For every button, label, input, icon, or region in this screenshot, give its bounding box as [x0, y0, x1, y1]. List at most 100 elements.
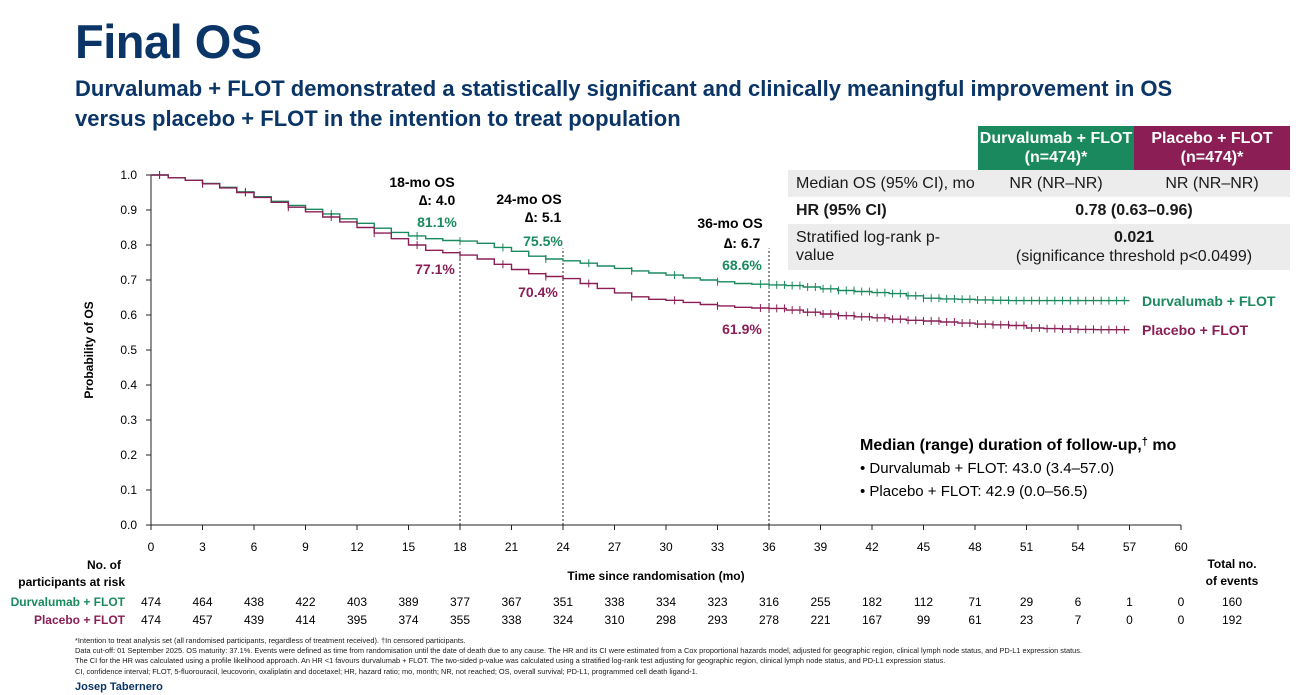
risk-count: 464: [192, 595, 212, 609]
x-tick-label: 54: [1071, 540, 1085, 554]
risk-count: 355: [450, 613, 470, 627]
footnote-1: *Intention to treat analysis set (all ra…: [75, 636, 466, 645]
risk-count: 293: [707, 613, 727, 627]
risk-count: 323: [707, 595, 727, 609]
follow-up-item: • Placebo + FLOT: 42.9 (0.0–56.5): [860, 483, 1087, 500]
risk-row-label: Placebo + FLOT: [34, 613, 126, 627]
stats-row-hr: HR (95% CI) 0.78 (0.63–0.96): [788, 197, 1290, 224]
x-tick-label: 51: [1020, 540, 1034, 554]
legend-durvalumab: Durvalumab + FLOT: [1142, 293, 1276, 309]
y-tick-label: 0.7: [120, 273, 137, 287]
y-tick-label: 0.2: [120, 448, 137, 462]
risk-count: 374: [398, 613, 418, 627]
risk-count: 255: [810, 595, 830, 609]
stats-row-pvalue: Stratified log-rank p-value 0.021 (signi…: [788, 224, 1290, 270]
total-events-heading-line2: of events: [1206, 574, 1259, 588]
risk-count: 23: [1020, 613, 1034, 627]
p-value-cell: 0.021 (significance threshold p<0.0499): [978, 228, 1290, 266]
risk-count: 395: [347, 613, 367, 627]
durvalumab-curve: [151, 174, 1130, 302]
y-tick-label: 0.4: [120, 378, 137, 392]
stats-header-placebo: Placebo + FLOT (n=474)*: [1134, 126, 1290, 170]
y-tick-label: 0.1: [120, 483, 137, 497]
risk-count: 167: [862, 613, 882, 627]
risk-count: 389: [398, 595, 418, 609]
risk-heading-line2: participants at risk: [18, 575, 125, 589]
risk-count: 474: [141, 613, 161, 627]
risk-count: 310: [604, 613, 624, 627]
hr-label: HR (95% CI): [796, 201, 887, 219]
x-tick-label: 3: [199, 540, 206, 554]
x-tick-label: 33: [711, 540, 725, 554]
risk-count: 61: [968, 613, 982, 627]
y-tick-label: 0.3: [120, 413, 137, 427]
footnotes: *Intention to treat analysis set (all ra…: [75, 636, 1275, 677]
risk-count: 403: [347, 595, 367, 609]
footnote-3: The CI for the HR was calculated using a…: [75, 656, 946, 666]
x-tick-label: 24: [556, 540, 570, 554]
x-tick-label: 60: [1174, 540, 1188, 554]
milestone-label: 36-mo OS: [697, 215, 762, 231]
risk-count: 377: [450, 595, 470, 609]
author-name: Josep Tabernero: [75, 681, 163, 693]
risk-count: 71: [968, 595, 982, 609]
y-tick-label: 0.6: [120, 308, 137, 322]
milestone-delta: ∆: 5.1: [525, 209, 562, 225]
milestone-label: 18-mo OS: [389, 174, 454, 190]
risk-count: 0: [1178, 595, 1185, 609]
risk-count: 414: [295, 613, 315, 627]
p-value: 0.021: [1113, 229, 1155, 246]
x-tick-label: 18: [453, 540, 467, 554]
risk-count: 324: [553, 613, 573, 627]
milestone-placebo-value: 77.1%: [415, 261, 455, 277]
x-tick-label: 42: [865, 540, 879, 554]
risk-count: 439: [244, 613, 264, 627]
total-events-value: 160: [1222, 595, 1242, 609]
risk-count: 1: [1126, 595, 1133, 609]
x-tick-label: 39: [814, 540, 828, 554]
x-tick-label: 15: [402, 540, 416, 554]
median-os-durvalumab: NR (NR–NR): [1009, 174, 1103, 192]
risk-count: 422: [295, 595, 315, 609]
milestone-durvalumab-value: 68.6%: [722, 257, 762, 273]
risk-count: 0: [1126, 613, 1133, 627]
risk-count: 7: [1075, 613, 1082, 627]
risk-count: 182: [862, 595, 882, 609]
risk-count: 438: [244, 595, 264, 609]
risk-count: 29: [1020, 595, 1034, 609]
risk-count: 0: [1178, 613, 1185, 627]
follow-up-heading: Median (range) duration of follow-up,† m…: [860, 436, 1177, 454]
risk-count: 221: [810, 613, 830, 627]
y-tick-label: 0.5: [120, 343, 137, 357]
milestone-durvalumab-value: 75.5%: [523, 233, 563, 249]
milestone-delta: ∆: 6.7: [724, 235, 761, 251]
median-os-placebo: NR (NR–NR): [1165, 174, 1259, 192]
risk-count: 367: [501, 595, 521, 609]
risk-heading-line1: No. of: [87, 558, 122, 572]
y-tick-label: 1.0: [120, 168, 137, 182]
km-chart: 0.00.10.20.30.40.50.60.70.80.91.00 3 6 9 12 1…: [11, 168, 1276, 627]
risk-count: 316: [759, 595, 779, 609]
risk-count: 334: [656, 595, 676, 609]
milestone-placebo-value: 61.9%: [722, 321, 762, 337]
risk-count: 351: [553, 595, 573, 609]
x-tick-label: 21: [505, 540, 519, 554]
y-tick-label: 0.8: [120, 238, 137, 252]
placebo-curve: [151, 174, 1130, 331]
x-tick-label: 48: [968, 540, 982, 554]
hr-value: 0.78 (0.63–0.96): [1075, 201, 1193, 219]
total-events-heading-line1: Total no.: [1207, 557, 1256, 571]
risk-count: 338: [604, 595, 624, 609]
risk-count: 6: [1075, 595, 1082, 609]
page-title: Final OS: [75, 15, 262, 68]
milestone-label: 24-mo OS: [496, 191, 561, 207]
milestone-placebo-value: 70.4%: [518, 284, 558, 300]
risk-count: 298: [656, 613, 676, 627]
milestone-delta: ∆: 4.0: [419, 192, 456, 208]
median-os-label: Median OS (95% CI), mo: [796, 174, 975, 192]
risk-count: 99: [917, 613, 931, 627]
x-tick-label: 45: [917, 540, 931, 554]
x-tick-label: 9: [302, 540, 309, 554]
y-tick-label: 0.9: [120, 203, 137, 217]
stats-header-durvalumab: Durvalumab + FLOT (n=474)*: [978, 126, 1134, 170]
